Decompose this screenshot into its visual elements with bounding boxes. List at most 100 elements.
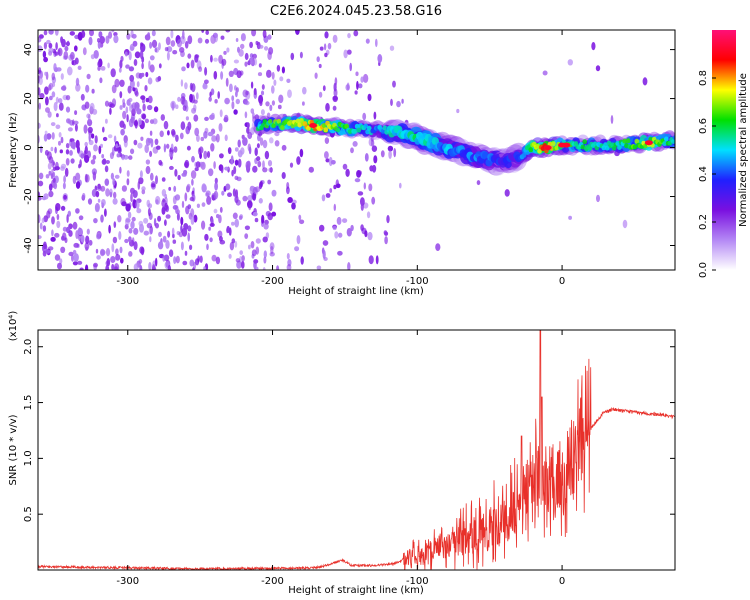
spectrogram-noise-cell xyxy=(128,103,133,112)
spectrogram-noise-cell xyxy=(271,100,275,106)
spectrogram-noise-cell xyxy=(271,189,277,197)
spectrogram-noise-cell xyxy=(72,119,75,126)
spectrogram-noise-cell xyxy=(209,91,212,98)
spectrogram-noise-cell xyxy=(610,115,614,124)
x-tick-label: -200 xyxy=(261,276,284,287)
spectrogram-ridge-cell xyxy=(625,138,631,144)
spectrogram-ridge-cell xyxy=(306,125,311,131)
spectrogram-noise-cell xyxy=(237,139,241,148)
spectrogram-noise-cell xyxy=(255,238,261,244)
spectrogram-ridge-cell xyxy=(662,141,667,147)
spectrogram-noise-cell xyxy=(261,84,265,90)
spectrogram-noise-cell xyxy=(123,123,126,130)
spectrogram-noise-cell xyxy=(184,82,188,90)
spectrogram-noise-cell xyxy=(149,55,155,61)
spectrogram-noise-cell xyxy=(215,256,221,265)
spectrogram-noise-cell xyxy=(228,227,232,236)
spectrogram-noise-cell xyxy=(258,44,264,49)
spectrogram-noise-cell xyxy=(170,143,174,150)
spectrogram-noise-cell xyxy=(120,128,125,136)
spectrogram-x-label: Height of straight line (km) xyxy=(288,286,424,297)
spectrogram-noise-cell xyxy=(234,159,239,166)
spectrogram-noise-cell xyxy=(133,241,138,251)
spectrogram-noise-cell xyxy=(253,259,259,264)
spectrogram-noise-cell xyxy=(186,62,190,69)
spectrogram-noise-cell xyxy=(354,178,361,183)
spectrogram-noise-cell xyxy=(53,101,58,112)
spectrogram-noise-cell xyxy=(128,155,133,160)
spectrogram-noise-cell xyxy=(45,174,50,179)
spectrogram-noise-cell xyxy=(140,95,146,100)
spectrogram-noise-cell xyxy=(93,50,99,59)
spectrogram-noise-cell xyxy=(56,220,61,229)
spectrogram-noise-cell xyxy=(74,110,78,115)
spectrogram-noise-cell xyxy=(357,191,364,196)
spectrogram-noise-cell xyxy=(126,170,130,177)
spectrogram-noise-cell xyxy=(235,258,241,263)
spectrogram-noise-cell xyxy=(50,146,54,152)
spectrogram-noise-cell xyxy=(196,134,200,142)
spectrogram-noise-cell xyxy=(97,40,101,50)
spectrogram-noise-cell xyxy=(231,221,235,226)
spectrogram-noise-cell xyxy=(42,225,47,232)
spectrogram-noise-cell xyxy=(368,255,374,265)
snr-panel: -300 -200 -100 0 0.5 1.0 1.5 2.0 Height of str… xyxy=(8,311,676,596)
spectrogram-noise-cell xyxy=(204,38,210,44)
snr-series-line xyxy=(38,330,675,570)
snr-y-label: SNR (10 * v/v) xyxy=(8,414,19,485)
snr-y-multiplier: (x10⁴) xyxy=(8,311,19,342)
spectrogram-noise-cell xyxy=(327,42,332,50)
spectrogram-noise-cell xyxy=(148,227,153,235)
spectrogram-noise-cell xyxy=(248,146,252,155)
spectrogram-noise-cell xyxy=(262,167,268,173)
spectrogram-noise-cell xyxy=(255,40,259,46)
spectrogram-ridge-cell xyxy=(276,118,282,124)
spectrogram-noise-cell xyxy=(130,148,135,155)
spectrogram-noise-cell xyxy=(366,211,371,219)
colorbar-tick-label: 0.8 xyxy=(698,70,709,86)
spectrogram-noise-cell xyxy=(64,45,69,52)
spectrogram-noise-cell xyxy=(108,224,111,234)
spectrogram-noise-cell xyxy=(46,133,52,140)
spectrogram-noise-cell xyxy=(112,198,118,205)
spectrogram-noise-cell xyxy=(260,109,265,116)
spectrogram-noise-cell xyxy=(141,72,145,77)
x-tick-label: -100 xyxy=(406,276,429,287)
spectrogram-noise-cell xyxy=(193,214,198,223)
spectrogram-noise-cell xyxy=(180,216,184,226)
spectrogram-noise-cell xyxy=(145,137,151,146)
spectrogram-noise-cell xyxy=(100,249,106,256)
spectrogram-noise-cell xyxy=(325,158,330,163)
spectrogram-noise-cell xyxy=(133,263,139,270)
spectrogram-noise-cell xyxy=(45,107,50,113)
spectrogram-noise-cell xyxy=(360,203,364,211)
spectrogram-noise-cell xyxy=(247,60,251,66)
spectrogram-noise-cell xyxy=(259,137,264,146)
x-tick-label: -100 xyxy=(406,576,429,587)
spectrogram-noise-cell xyxy=(51,229,54,237)
spectrogram-noise-cell xyxy=(130,221,135,229)
spectrogram-noise-cell xyxy=(169,165,174,170)
spectrogram-noise-cell xyxy=(210,143,215,152)
spectrogram-noise-cell xyxy=(163,120,169,130)
spectrogram-noise-cell xyxy=(225,30,231,33)
spectrogram-noise-cell xyxy=(60,163,67,169)
spectrogram-noise-cell xyxy=(367,231,373,241)
spectrogram-noise-cell xyxy=(249,41,254,49)
spectrogram-noise-cell xyxy=(235,98,240,105)
spectrogram-noise-cell xyxy=(273,79,277,86)
spectrogram-noise-cell xyxy=(70,51,75,60)
spectrogram-noise-cell xyxy=(196,203,200,208)
spectrogram-noise-cell xyxy=(198,146,204,154)
spectrogram-noise-cell xyxy=(258,63,262,68)
spectrogram-noise-cell xyxy=(149,64,155,73)
spectrogram-noise-cell xyxy=(387,145,394,152)
spectrogram-noise-cell xyxy=(332,225,337,231)
spectrogram-noise-cell xyxy=(132,190,138,198)
spectrogram-ridge-cell xyxy=(592,141,598,147)
spectrogram-noise-cell xyxy=(357,170,362,176)
spectrogram-noise-cell xyxy=(205,30,209,35)
spectrogram-noise-cell xyxy=(43,30,48,36)
spectrogram-noise-cell xyxy=(201,30,205,33)
spectrogram-noise-cell xyxy=(241,255,245,262)
